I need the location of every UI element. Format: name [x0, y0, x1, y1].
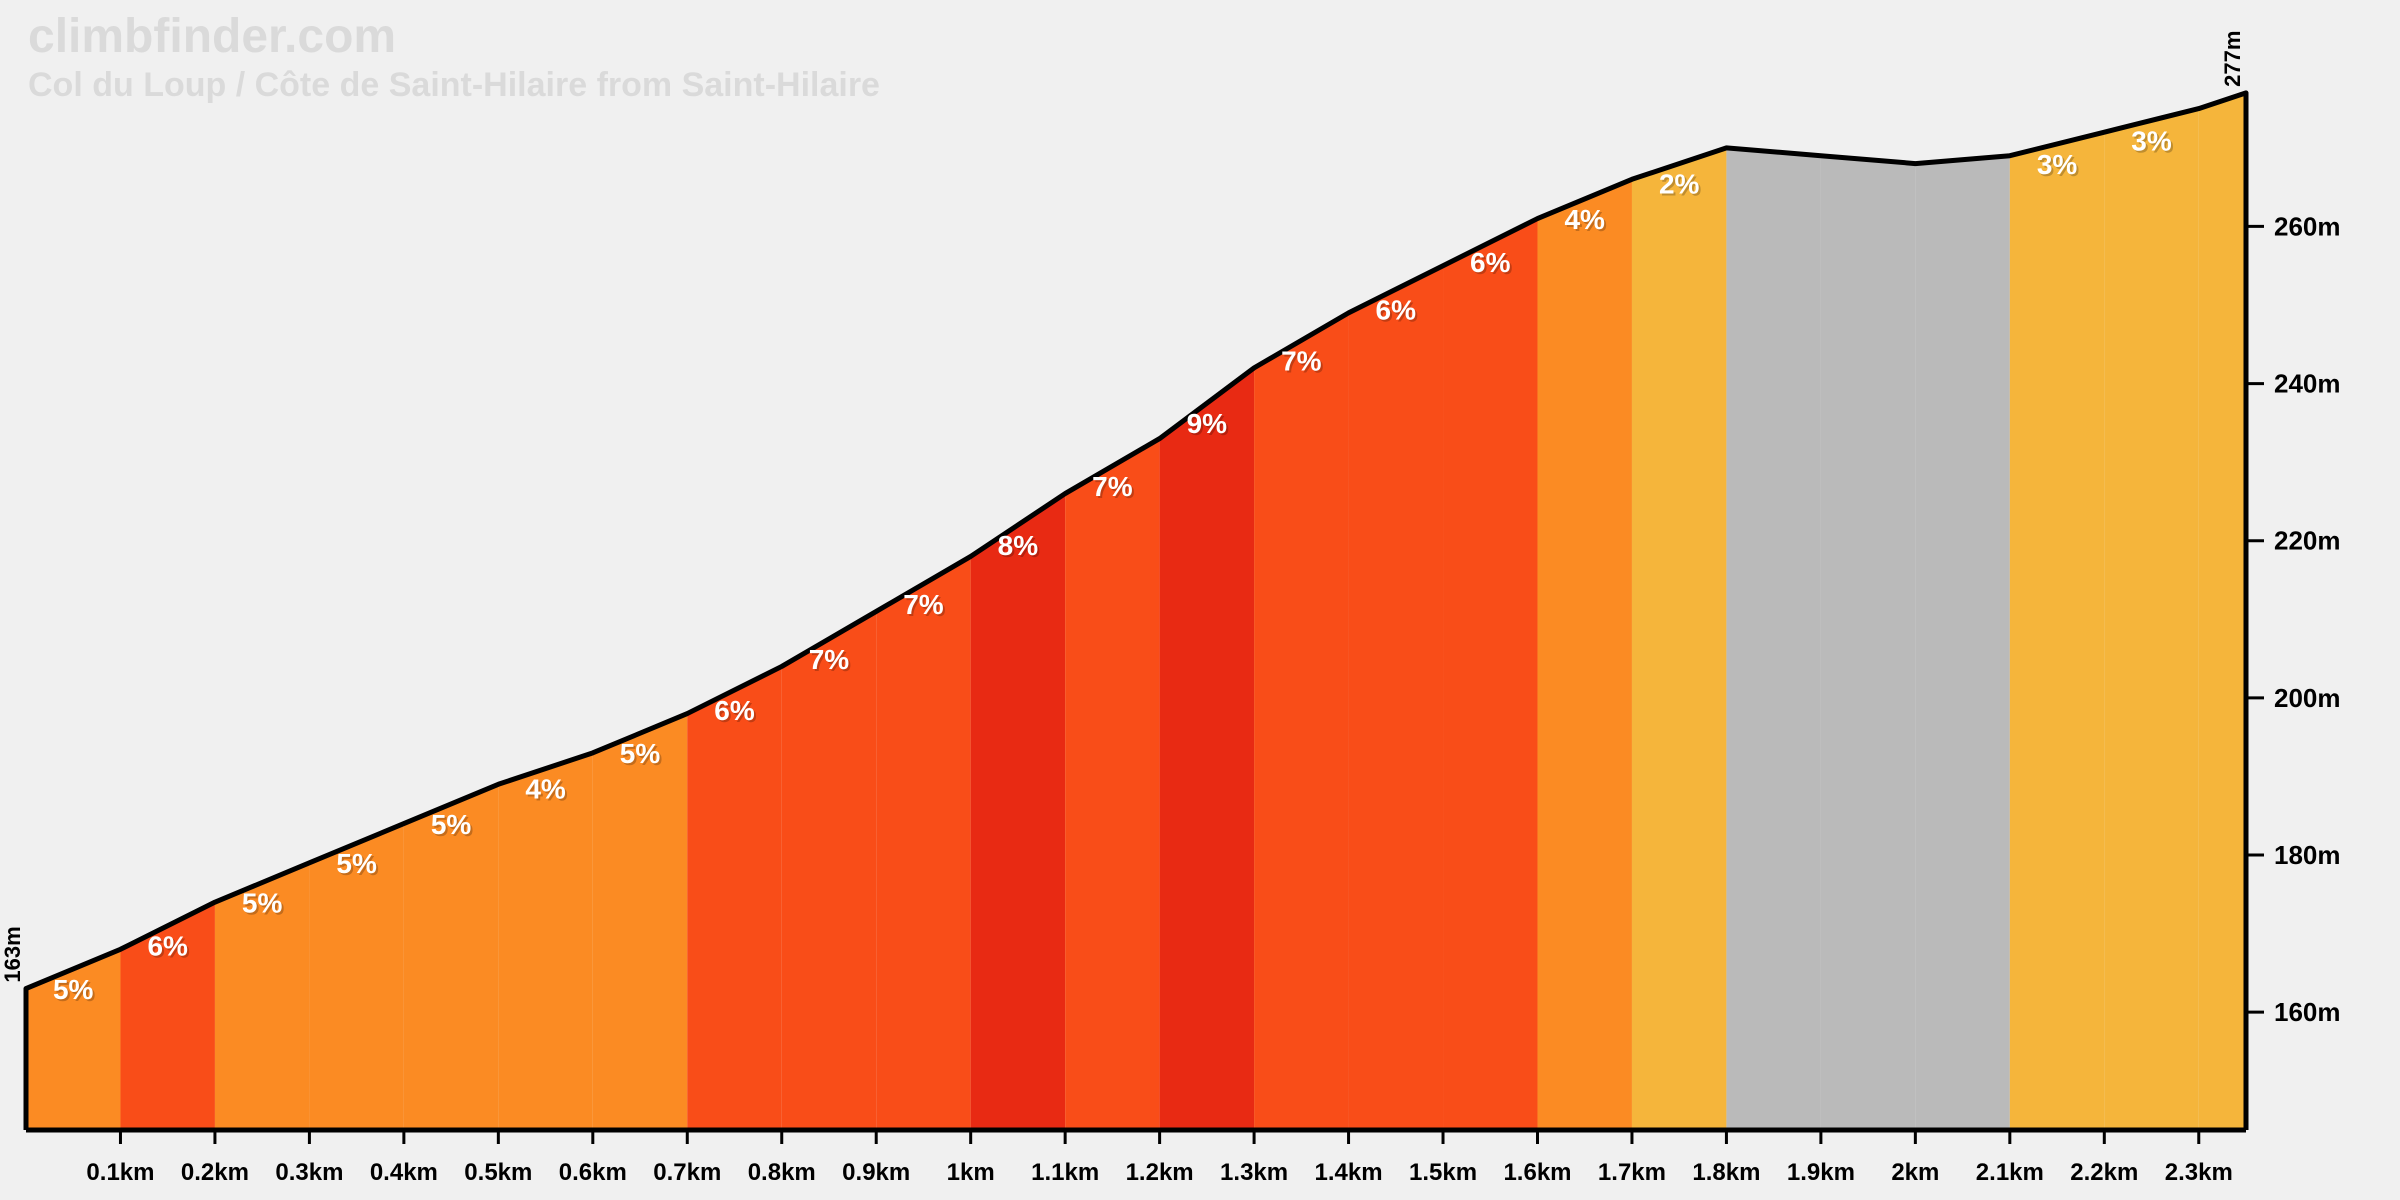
segment-bar [876, 556, 970, 1130]
watermark-title: climbfinder.com [28, 10, 396, 63]
grade-label: 5% [242, 888, 283, 919]
x-tick-label: 1.9km [1787, 1159, 1855, 1186]
y-tick-label: 240m [2274, 369, 2341, 399]
grade-label: 5% [620, 738, 661, 769]
x-tick-label: 0.3km [275, 1159, 343, 1186]
x-tick-label: 1.3km [1220, 1159, 1288, 1186]
grade-label: 5% [53, 974, 94, 1005]
grade-label: 9% [1187, 408, 1228, 439]
segment-bar [1160, 368, 1254, 1130]
y-tick-label: 160m [2274, 997, 2341, 1027]
grade-label: 7% [1281, 345, 1322, 376]
x-tick-label: 0.1km [86, 1159, 154, 1186]
segment-bar [971, 494, 1065, 1130]
grade-label: 3% [2131, 125, 2172, 156]
segment-bar [1349, 266, 1443, 1130]
grade-label: 4% [525, 774, 566, 805]
grade-label: 7% [903, 589, 944, 620]
segment-bar [593, 714, 687, 1130]
segment-bar [782, 611, 876, 1130]
x-tick-label: 1.6km [1503, 1159, 1571, 1186]
segment-bar [1537, 179, 1631, 1130]
y-tick-label: 260m [2274, 211, 2341, 241]
watermark-subtitle: Col du Loup / Côte de Saint-Hilaire from… [28, 66, 880, 104]
segment-bar [2199, 93, 2246, 1130]
segment-bar [1821, 156, 1915, 1130]
grade-label: 7% [809, 644, 850, 675]
x-tick-label: 0.5km [464, 1159, 532, 1186]
x-tick-label: 0.9km [842, 1159, 910, 1186]
grade-label: 6% [1376, 294, 1417, 325]
grade-label: 6% [1470, 247, 1511, 278]
grade-label: 3% [2037, 149, 2078, 180]
x-tick-label: 1.5km [1409, 1159, 1477, 1186]
y-tick-label: 220m [2274, 526, 2341, 556]
segment-bar [498, 753, 592, 1130]
x-tick-label: 0.6km [559, 1159, 627, 1186]
grade-label: 5% [336, 848, 377, 879]
x-tick-label: 2.2km [2070, 1159, 2138, 1186]
x-tick-label: 0.8km [748, 1159, 816, 1186]
x-tick-label: 1.1km [1031, 1159, 1099, 1186]
grade-label: 6% [147, 931, 188, 962]
end-altitude-label: 277m [2220, 31, 2245, 87]
y-tick-label: 180m [2274, 840, 2341, 870]
x-tick-label: 1.7km [1598, 1159, 1666, 1186]
x-tick-label: 2.1km [1976, 1159, 2044, 1186]
x-tick-label: 0.7km [653, 1159, 721, 1186]
segment-bar [687, 666, 781, 1130]
start-altitude-label: 163m [0, 926, 25, 982]
elevation-profile-chart: 5%5%6%6%5%5%5%5%5%5%4%4%5%5%6%6%7%7%7%7%… [0, 0, 2400, 1200]
x-tick-label: 1km [947, 1159, 995, 1186]
segment-bar [2104, 109, 2198, 1130]
grade-label: 2% [1659, 169, 1700, 200]
x-tick-label: 1.2km [1126, 1159, 1194, 1186]
grade-label: 7% [1092, 471, 1133, 502]
segment-bar [1065, 439, 1159, 1130]
segment-bar [1915, 156, 2009, 1130]
x-tick-label: 2km [1891, 1159, 1939, 1186]
segment-bar [1443, 219, 1537, 1130]
segment-bar [1254, 313, 1348, 1130]
grade-label: 8% [998, 530, 1039, 561]
x-tick-label: 0.2km [181, 1159, 249, 1186]
grade-label: 6% [714, 695, 755, 726]
grade-label: 4% [1564, 204, 1605, 235]
grade-label: 5% [431, 809, 472, 840]
segment-bar [1632, 148, 1726, 1130]
x-tick-label: 2.3km [2165, 1159, 2233, 1186]
segment-bar [2010, 132, 2104, 1130]
x-tick-label: 1.4km [1315, 1159, 1383, 1186]
x-tick-label: 0.4km [370, 1159, 438, 1186]
segment-bar [1726, 148, 1820, 1130]
y-tick-label: 200m [2274, 683, 2341, 713]
x-tick-label: 1.8km [1692, 1159, 1760, 1186]
